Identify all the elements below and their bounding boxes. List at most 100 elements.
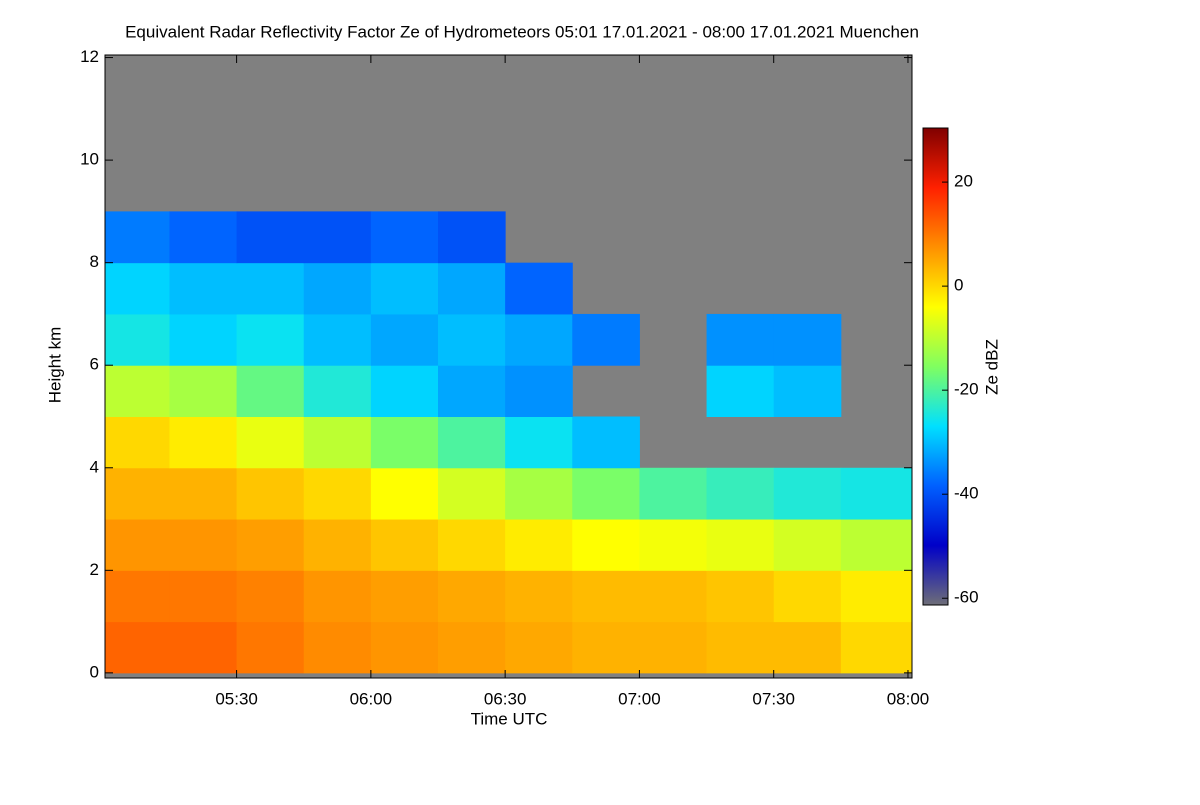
heatmap-cell xyxy=(169,519,238,571)
heatmap-cell xyxy=(773,570,842,623)
colorbar xyxy=(922,127,949,606)
x-tick-label: 06:00 xyxy=(350,689,393,708)
heatmap-cell xyxy=(169,621,238,674)
heatmap-cell xyxy=(105,313,170,366)
heatmap-cell xyxy=(303,365,372,417)
y-tick-label: 2 xyxy=(90,560,99,579)
heatmap-cell xyxy=(639,570,708,623)
heatmap-cell xyxy=(105,365,170,417)
heatmap-cell xyxy=(572,416,640,469)
heatmap-cell xyxy=(505,519,573,571)
colorbar-tick-label: -60 xyxy=(954,588,979,607)
x-axis-label: Time UTC xyxy=(471,709,548,728)
heatmap-cell xyxy=(105,416,170,469)
heatmap-cell xyxy=(639,621,708,674)
x-tick-label: 07:00 xyxy=(618,689,661,708)
y-axis-label: Height km xyxy=(45,327,64,404)
heatmap-cell xyxy=(303,416,372,469)
heatmap-cell xyxy=(236,467,305,520)
heatmap-cell xyxy=(370,570,439,623)
heatmap-cell xyxy=(706,467,775,520)
heatmap-cell xyxy=(572,621,640,674)
heatmap-cell xyxy=(303,262,372,315)
heatmap-cell xyxy=(236,313,305,366)
heatmap-cell xyxy=(572,313,640,366)
heatmap-cell xyxy=(303,467,372,520)
heatmap-cell xyxy=(438,365,506,417)
heatmap-cell xyxy=(370,467,439,520)
heatmap-cell xyxy=(639,467,708,520)
heatmap-cell xyxy=(840,467,913,520)
heatmap-cell xyxy=(773,467,842,520)
heatmap-cell xyxy=(236,570,305,623)
colorbar-tick-label: 0 xyxy=(954,276,963,295)
heatmap-cell xyxy=(169,365,238,417)
colorbar-label: Ze dBZ xyxy=(982,339,1001,395)
heatmap-cell xyxy=(438,313,506,366)
heatmap-cell xyxy=(169,262,238,315)
heatmap-cell xyxy=(105,519,170,571)
colorbar-tick-label: 20 xyxy=(954,172,973,191)
heatmap-cell xyxy=(773,365,842,417)
chart-title: Equivalent Radar Reflectivity Factor Ze … xyxy=(125,22,919,41)
plot-frame xyxy=(104,54,913,679)
heatmap-cell xyxy=(438,519,506,571)
heatmap-cell xyxy=(706,365,775,417)
heatmap-cell xyxy=(236,365,305,417)
heatmap-cell xyxy=(370,313,439,366)
heatmap-cell xyxy=(370,211,439,264)
colorbar-tick-label: -40 xyxy=(954,484,979,503)
heatmap-cell xyxy=(706,313,775,366)
heatmap-cell xyxy=(840,570,913,623)
heatmap-cell xyxy=(236,262,305,315)
heatmap-cell xyxy=(169,211,238,264)
heatmap-cell xyxy=(105,570,170,623)
heatmap-cell xyxy=(303,211,372,264)
heatmap-cell xyxy=(505,262,573,315)
heatmap-cell xyxy=(438,570,506,623)
heatmap-cell xyxy=(303,570,372,623)
heatmap-cell xyxy=(236,416,305,469)
heatmap-cell xyxy=(169,467,238,520)
colorbar-tick-label: -20 xyxy=(954,380,979,399)
heatmap-cell xyxy=(505,570,573,623)
heatmap-cell xyxy=(773,313,842,366)
y-tick-label: 4 xyxy=(90,457,99,476)
heatmap-cell xyxy=(572,467,640,520)
heatmap-cell xyxy=(505,416,573,469)
heatmap-cell xyxy=(169,416,238,469)
heatmap-cell xyxy=(370,262,439,315)
heatmap-cell xyxy=(303,519,372,571)
x-tick-label: 05:30 xyxy=(215,689,258,708)
heatmap-cell xyxy=(105,211,170,264)
heatmap-cell xyxy=(505,621,573,674)
heatmap-cell xyxy=(438,621,506,674)
heatmap-cell xyxy=(706,570,775,623)
heatmap-cell xyxy=(370,519,439,571)
heatmap-cell xyxy=(438,416,506,469)
heatmap-cell xyxy=(505,467,573,520)
heatmap-cell xyxy=(706,519,775,571)
heatmap-cell xyxy=(438,262,506,315)
heatmap-cell xyxy=(236,519,305,571)
heatmap-cell xyxy=(370,365,439,417)
x-tick-label: 07:30 xyxy=(752,689,795,708)
heatmap-cell xyxy=(840,519,913,571)
heatmap-cell xyxy=(105,621,170,674)
heatmap-cell xyxy=(105,262,170,315)
heatmap-cell xyxy=(303,313,372,366)
heatmap-cell xyxy=(572,570,640,623)
heatmap-cell xyxy=(773,621,842,674)
heatmap-cell xyxy=(773,519,842,571)
heatmap-cell xyxy=(105,467,170,520)
heatmap-cell xyxy=(236,621,305,674)
y-tick-label: 8 xyxy=(90,252,99,271)
heatmap-cell xyxy=(169,313,238,366)
x-tick-label: 08:00 xyxy=(887,689,930,708)
heatmap-cell xyxy=(438,467,506,520)
heatmap-cell xyxy=(639,519,708,571)
heatmap-cell xyxy=(438,211,506,264)
heatmap-cell xyxy=(840,621,913,674)
y-tick-label: 0 xyxy=(90,662,99,681)
